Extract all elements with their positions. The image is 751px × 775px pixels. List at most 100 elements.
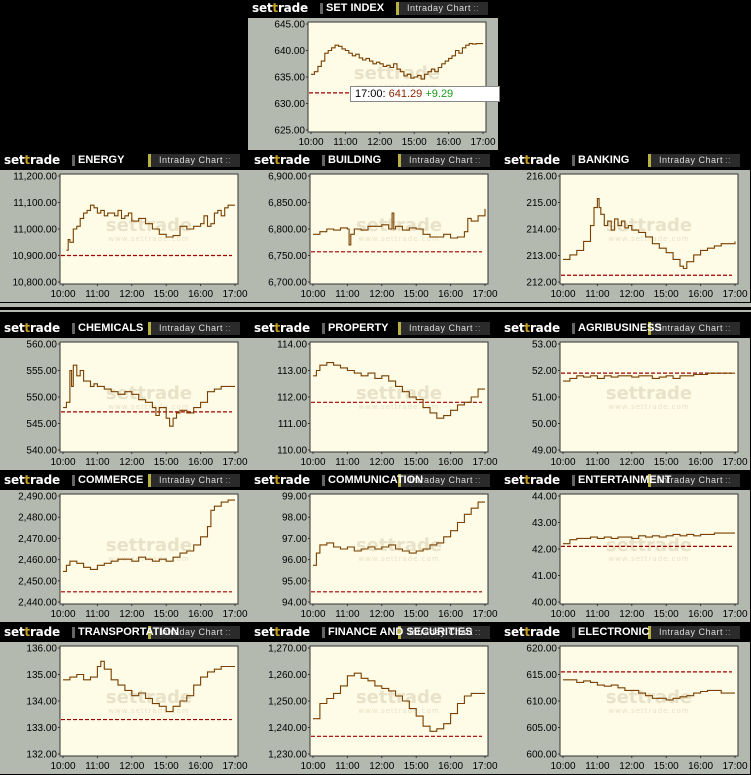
watermark-url: www.settrade.com [608, 403, 689, 411]
plot-area [559, 341, 739, 453]
intraday-chart-button[interactable]: Intraday Chart:: [398, 322, 490, 335]
x-tick-label: 17:00 [722, 609, 747, 620]
y-tick-label: 52.00 [532, 366, 557, 377]
chart-panel-transportation[interactable]: settrade Intraday Chart:: TRANSPORTATION se… [0, 624, 250, 774]
intraday-chart-button[interactable]: Intraday Chart:: [148, 626, 240, 639]
tooltip-time: 17:00: [355, 88, 389, 100]
chart-title: BUILDING [328, 154, 382, 166]
intraday-chart-button[interactable]: Intraday Chart:: [396, 2, 488, 15]
watermark-url: www.settrade.com [358, 707, 439, 715]
intraday-chart-button[interactable]: Intraday Chart:: [648, 626, 740, 639]
intraday-chart-button[interactable]: Intraday Chart:: [148, 322, 240, 335]
more-icon: :: [725, 475, 732, 485]
x-tick-label: 17:00 [472, 609, 497, 620]
y-tick-label: 114.00 [277, 340, 307, 351]
chart-panel-electronic[interactable]: settrade Intraday Chart:: ELECTRONIC settra… [500, 624, 750, 774]
y-tick-label: 213.00 [526, 251, 557, 262]
chart-panel-commerce[interactable]: settrade Intraday Chart:: COMMERCE settrade… [0, 472, 250, 622]
x-tick-label: 11:00 [85, 761, 110, 772]
y-tick-label: 96.00 [282, 555, 307, 566]
settrade-logo: settrade [4, 153, 60, 167]
price-line [313, 362, 485, 419]
header-divider [572, 155, 575, 166]
y-tick-label: 645.00 [274, 20, 305, 31]
y-tick-label: 545.00 [26, 419, 57, 430]
settrade-logo: settrade [254, 321, 310, 335]
more-icon: :: [225, 627, 232, 637]
x-tick-label: 15:00 [154, 609, 179, 620]
settrade-logo: settrade [4, 473, 60, 487]
chart-panel-communication[interactable]: settrade Intraday Chart:: COMMUNICATION set… [250, 472, 500, 622]
intraday-chart-button[interactable]: Intraday Chart:: [148, 154, 240, 167]
panel-header: settrade Intraday Chart:: ENERGY [0, 152, 250, 170]
intraday-chart-button[interactable]: Intraday Chart:: [648, 322, 740, 335]
watermark-logo: settrade [606, 535, 692, 556]
y-tick-label: 97.00 [282, 534, 307, 545]
y-tick-label: 216.00 [526, 172, 557, 183]
y-tick-label: 540.00 [26, 446, 57, 457]
x-tick-label: 11:00 [335, 289, 360, 300]
intraday-chart-button[interactable]: Intraday Chart:: [148, 474, 240, 487]
y-tick-label: 6,900.00 [268, 172, 307, 183]
chart-title: ENERGY [78, 154, 125, 166]
x-tick-label: 16:00 [188, 457, 213, 468]
settrade-logo: settrade [504, 153, 560, 167]
y-tick-label: 11,000.00 [13, 225, 57, 236]
price-line [313, 501, 485, 566]
watermark-logo: settrade [106, 535, 192, 556]
chart-panel-banking[interactable]: settrade Intraday Chart:: BANKING settrade w… [500, 152, 750, 302]
x-tick-label: 11:00 [85, 609, 110, 620]
header-divider [72, 155, 75, 166]
watermark-url: www.settrade.com [608, 555, 689, 563]
header-divider [322, 627, 325, 638]
intraday-chart-button[interactable]: Intraday Chart:: [398, 626, 490, 639]
intraday-line-chart[interactable]: settradewww.settrade.com2,440.002,450.00… [0, 490, 250, 622]
chart-panel-agribusiness[interactable]: settrade Intraday Chart:: AGRIBUSINESS sett… [500, 320, 750, 470]
chart-panel-chemicals[interactable]: settrade Intraday Chart:: CHEMICALS settrad… [0, 320, 250, 470]
y-tick-label: 2,470.00 [18, 534, 57, 545]
intraday-label: Intraday Chart [159, 475, 224, 485]
intraday-chart-button[interactable]: Intraday Chart:: [398, 154, 490, 167]
panel-header: settrade Intraday Chart:: BUILDING [250, 152, 500, 170]
chart-panel-building[interactable]: settrade Intraday Chart:: BUILDING settrade… [250, 152, 500, 302]
y-tick-label: 132.00 [26, 750, 57, 761]
plot-area [559, 493, 739, 605]
panel-header: settrade Intraday Chart:: TRANSPORTATION [0, 624, 250, 642]
price-line [66, 204, 235, 251]
y-tick-label: 2,480.00 [18, 513, 57, 524]
x-tick-label: 11:00 [85, 289, 110, 300]
x-tick-label: 17:00 [472, 457, 497, 468]
intraday-line-chart[interactable]: settradewww.settrade.com625.00630.00635.… [248, 18, 498, 150]
y-tick-label: 212.00 [526, 278, 557, 289]
x-tick-label: 10:00 [550, 609, 575, 620]
x-tick-label: 15:00 [654, 761, 679, 772]
chart-panel-property[interactable]: settrade Intraday Chart:: PROPERTY settrade… [250, 320, 500, 470]
chart-panel-set-index[interactable]: settrade Intraday Chart:: SET INDEX settrad… [248, 0, 500, 150]
x-tick-label: 15:00 [404, 761, 429, 772]
intraday-chart-button[interactable]: Intraday Chart:: [648, 154, 740, 167]
panel-header: settrade Intraday Chart:: CHEMICALS [0, 320, 250, 338]
panel-header: settrade Intraday Chart:: ENTERTAINMENT [500, 472, 750, 490]
chart-title: BANKING [578, 154, 630, 166]
y-tick-label: 40.00 [532, 598, 557, 609]
y-tick-label: 110.00 [277, 446, 307, 457]
watermark-logo: settrade [356, 215, 442, 236]
chart-panel-finance-and-securities[interactable]: settrade Intraday Chart:: FINANCE AND SECU… [250, 624, 500, 774]
more-icon: :: [225, 323, 232, 333]
intraday-chart-button[interactable]: Intraday Chart:: [398, 474, 490, 487]
y-tick-label: 11,100.00 [13, 198, 57, 209]
intraday-chart-button[interactable]: Intraday Chart:: [648, 474, 740, 487]
